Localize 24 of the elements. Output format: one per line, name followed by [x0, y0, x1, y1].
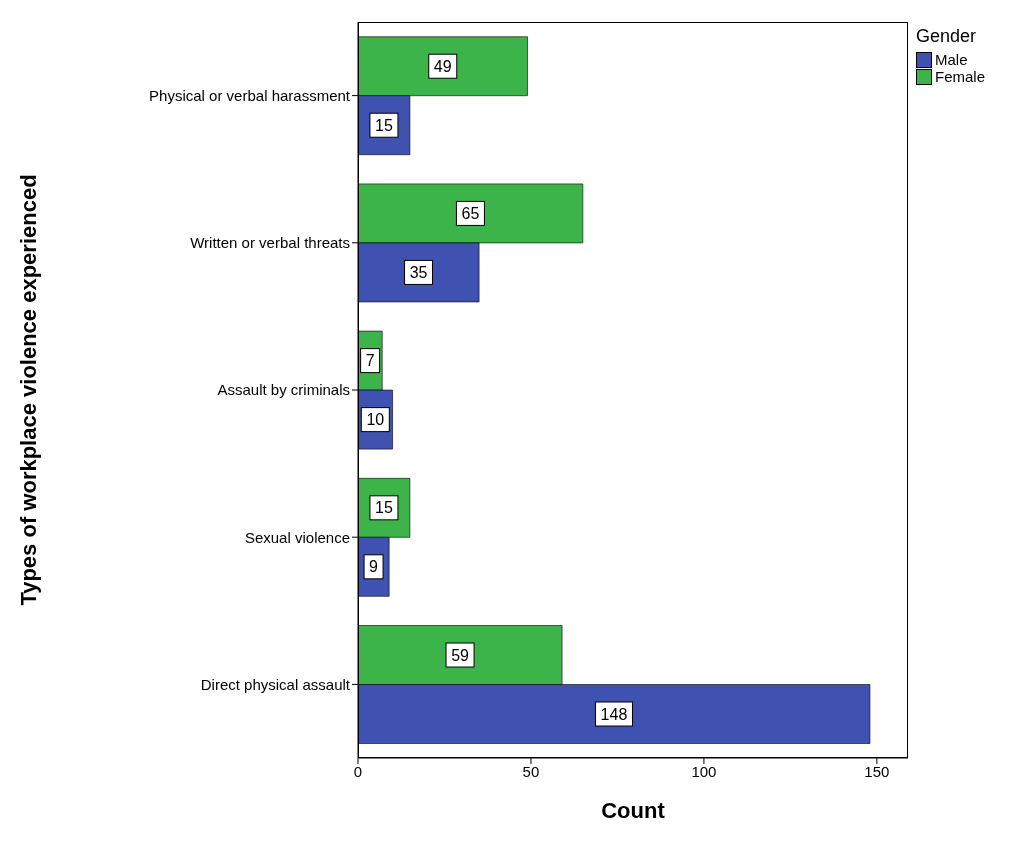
x-axis-title: Count [601, 798, 666, 823]
y-tick-label: Sexual violence [244, 528, 350, 546]
x-tick-label: 150 [864, 762, 890, 780]
data-label: 15 [375, 116, 393, 134]
legend-label: Female [935, 68, 986, 85]
data-label: 35 [409, 263, 428, 281]
data-label: 49 [433, 57, 452, 75]
legend-title: Gender [916, 26, 978, 47]
data-label: 65 [461, 204, 480, 222]
x-tick-label: 0 [353, 762, 363, 780]
x-tick-label: 50 [522, 762, 540, 780]
x-tick-label: 100 [691, 762, 717, 780]
data-label: 15 [375, 499, 393, 517]
legend-label: Male [935, 51, 968, 68]
data-label: 148 [600, 705, 628, 723]
y-tick-label: Direct physical assault [200, 675, 351, 693]
y-tick-label: Written or verbal threats [190, 234, 350, 252]
data-label: 7 [365, 352, 375, 370]
data-label: 9 [369, 558, 379, 576]
y-tick-label: Physical or verbal harassment [149, 86, 351, 104]
y-tick-label: Assault by criminals [217, 381, 350, 399]
y-axis-title: Types of workplace violence experienced [15, 174, 41, 606]
data-label: 10 [366, 411, 385, 429]
data-label: 59 [451, 646, 470, 664]
